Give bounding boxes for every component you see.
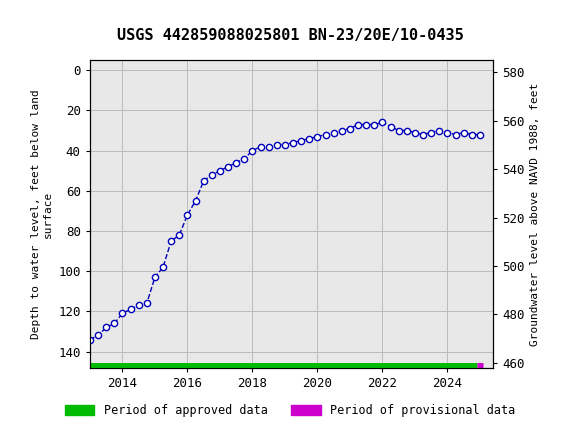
Legend: Period of approved data, Period of provisional data: Period of approved data, Period of provi… bbox=[60, 399, 520, 422]
Text: ≋: ≋ bbox=[1, 8, 20, 28]
Y-axis label: Depth to water level, feet below land
surface: Depth to water level, feet below land su… bbox=[31, 89, 53, 339]
Text: USGS 442859088025801 BN-23/20E/10-0435: USGS 442859088025801 BN-23/20E/10-0435 bbox=[117, 28, 463, 43]
Y-axis label: Groundwater level above NAVD 1988, feet: Groundwater level above NAVD 1988, feet bbox=[530, 82, 540, 346]
Text: USGS: USGS bbox=[12, 9, 67, 27]
